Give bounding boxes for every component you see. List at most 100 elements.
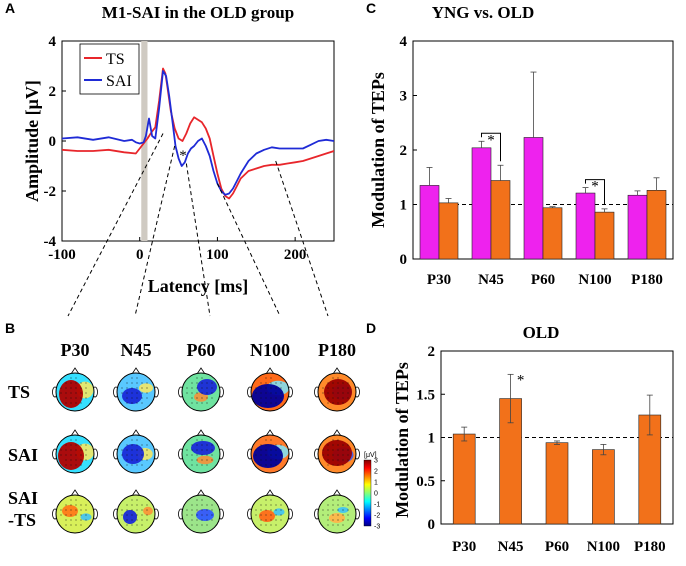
electrode-dot	[327, 382, 329, 384]
electrode-dot	[270, 509, 272, 511]
y-tick-label: 0	[428, 517, 436, 533]
electrode-dot	[126, 454, 128, 456]
electrode-dot	[206, 387, 208, 389]
panel-letter-b: B	[5, 320, 15, 336]
electrode-dot	[186, 509, 188, 511]
electrode-dot	[280, 382, 282, 384]
head-nose	[332, 489, 342, 497]
head-nose	[332, 367, 342, 375]
electrode-dot	[136, 444, 138, 446]
electrode-dot	[327, 387, 329, 389]
electrode-dot	[270, 514, 272, 516]
electrode-dot	[265, 519, 267, 521]
electrode-dot	[275, 519, 277, 521]
electrode-dot	[136, 439, 138, 441]
electrode-dot	[275, 449, 277, 451]
electrode-dot	[80, 449, 82, 451]
electrode-dot	[196, 524, 198, 526]
topomap-ts-n100	[247, 367, 293, 412]
electrode-dot	[126, 382, 128, 384]
electrode-dot	[201, 499, 203, 501]
electrode-dot	[65, 382, 67, 384]
electrode-dot	[280, 454, 282, 456]
y-tick-label: 3	[400, 89, 408, 105]
electrode-dot	[260, 449, 262, 451]
electrode-dot	[136, 499, 138, 501]
electrode-dot	[131, 387, 133, 389]
electrode-dot	[275, 464, 277, 466]
x-tick-label: 0	[136, 247, 144, 263]
electrode-dot	[275, 459, 277, 461]
electrode-dot	[270, 439, 272, 441]
electrode-dot	[65, 454, 67, 456]
electrode-dot	[70, 524, 72, 526]
scalp-blob	[191, 441, 215, 455]
head-nose	[131, 489, 141, 497]
electrode-dot	[332, 397, 334, 399]
electrode-dot	[141, 509, 143, 511]
topomap-row-label: TS	[8, 382, 30, 402]
topomap-column-label-p180: P180	[318, 340, 356, 360]
electrode-dot	[65, 459, 67, 461]
electrode-dot	[342, 504, 344, 506]
bar-old-p60	[545, 442, 569, 525]
electrode-dot	[136, 504, 138, 506]
electrode-dot	[211, 382, 213, 384]
electrode-dot	[322, 454, 324, 456]
electrode-dot	[337, 449, 339, 451]
electrode-dot	[65, 514, 67, 516]
electrode-dot	[80, 454, 82, 456]
head-outline	[55, 372, 95, 412]
panel-a-legend: TS SAI	[79, 43, 140, 95]
scalp-blob	[324, 379, 352, 405]
electrode-dot	[322, 392, 324, 394]
electrode-dot	[270, 392, 272, 394]
electrode-dot	[260, 392, 262, 394]
electrode-dot	[347, 444, 349, 446]
electrode-dot	[206, 519, 208, 521]
head-outline	[250, 434, 290, 474]
electrode-dot	[327, 444, 329, 446]
electrode-dot	[141, 444, 143, 446]
electrode-dot	[186, 387, 188, 389]
electrode-dot	[146, 509, 148, 511]
electrode-dot	[126, 524, 128, 526]
head-nose	[332, 429, 342, 437]
electrode-dot	[70, 387, 72, 389]
electrode-dot	[65, 444, 67, 446]
electrode-dot	[265, 524, 267, 526]
significance-star: *	[487, 132, 495, 148]
electrode-dot	[85, 454, 87, 456]
electrode-dot	[75, 377, 77, 379]
bar-yng-p180	[627, 194, 648, 260]
electrode-dot	[260, 514, 262, 516]
bar-yng-p30	[419, 185, 440, 260]
head-outline	[250, 494, 290, 534]
electrode-dot	[80, 444, 82, 446]
electrode-dot	[206, 464, 208, 466]
colorbar: [μV] 3 2 1 0 -1 -2 -3	[363, 452, 380, 531]
electrode-dot	[337, 514, 339, 516]
electrode-dot	[332, 459, 334, 461]
electrode-dot	[136, 387, 138, 389]
y-tick-label: 1	[428, 431, 436, 447]
electrode-dot	[65, 524, 67, 526]
electrode-dot	[342, 387, 344, 389]
colorbar-unit: [μV]	[364, 452, 377, 459]
electrode-dot	[342, 402, 344, 404]
electrode-dot	[196, 387, 198, 389]
electrode-dot	[131, 509, 133, 511]
electrode-dot	[201, 514, 203, 516]
electrode-dot	[270, 464, 272, 466]
electrode-dot	[347, 459, 349, 461]
electrode-dot	[75, 504, 77, 506]
electrode-dot	[136, 509, 138, 511]
electrode-dot	[196, 519, 198, 521]
bar-old-n100	[592, 449, 615, 525]
colorbar-tick-label: 1	[374, 480, 378, 487]
panel-d-bar-chart: OLD P30 * N45 P60 N100 P180 2 1.5 1 0.5 0 Modulat…	[392, 323, 674, 555]
electrode-dot	[131, 524, 133, 526]
head-outline	[317, 434, 357, 474]
electrode-dot	[191, 392, 193, 394]
electrode-dot	[141, 514, 143, 516]
